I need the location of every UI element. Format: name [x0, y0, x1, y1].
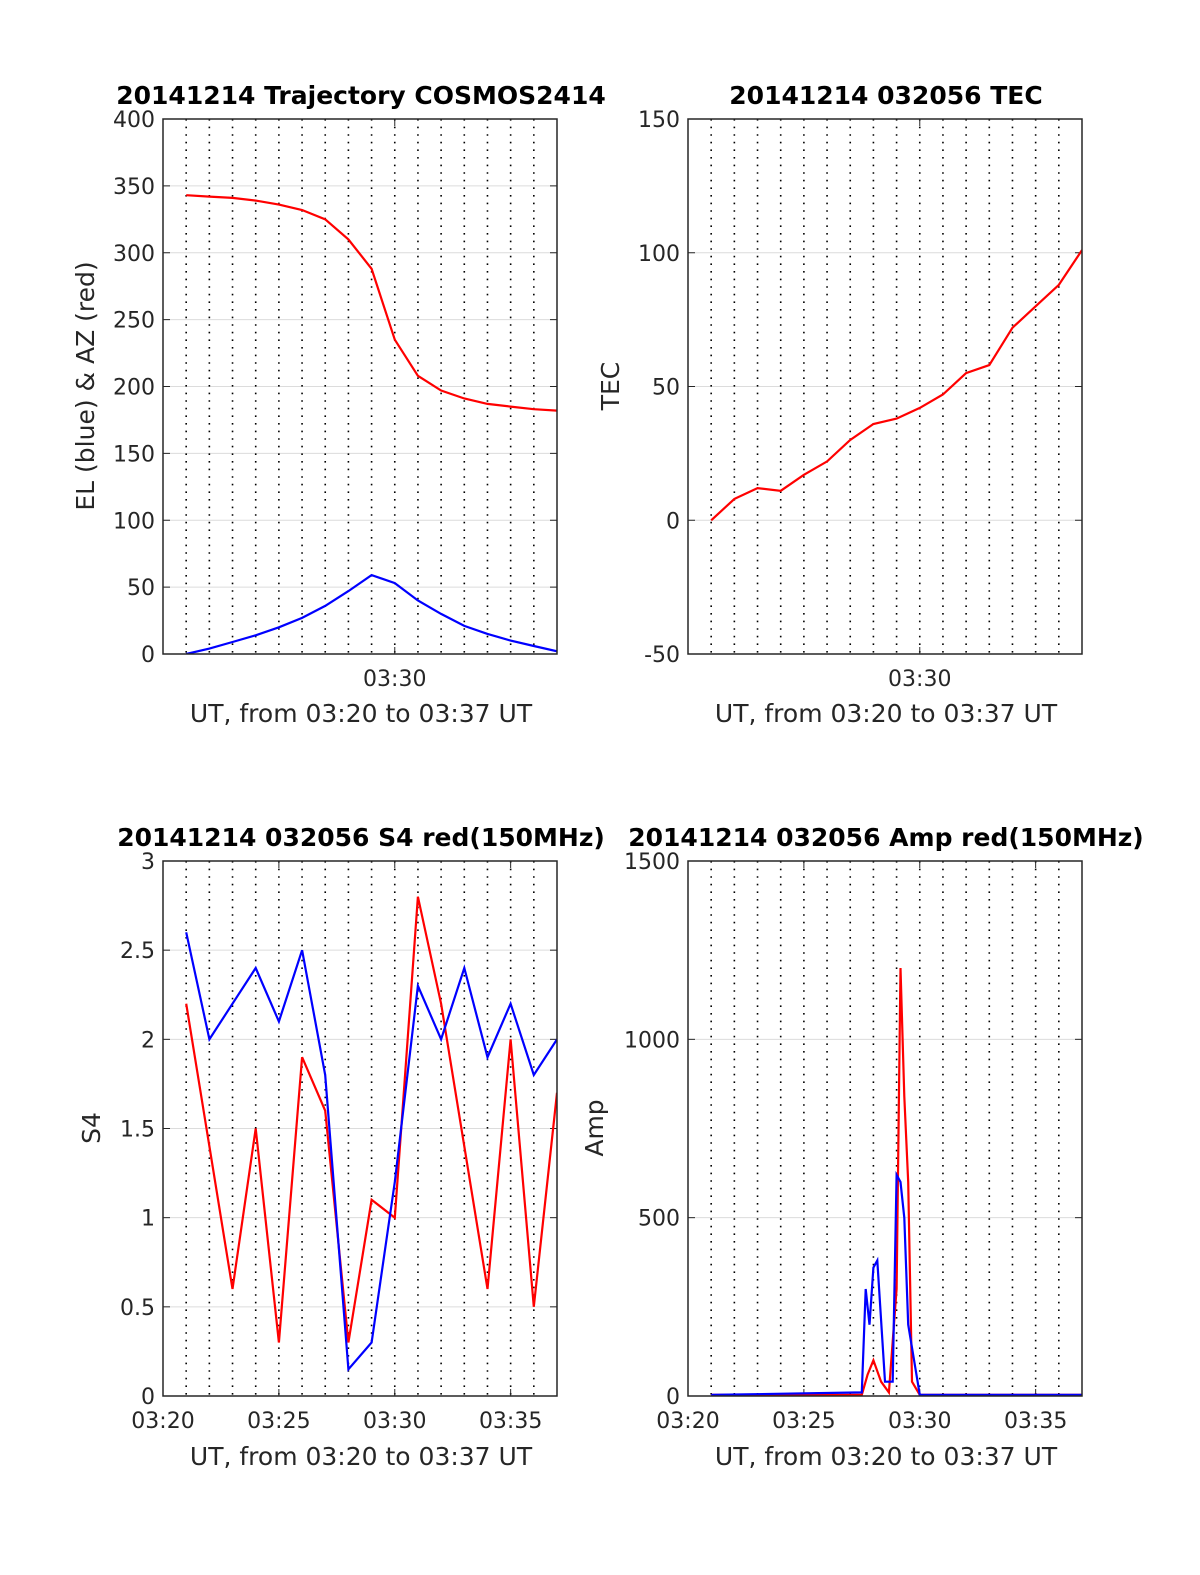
chart-title: 20141214 032056 Amp red(150MHz) — [628, 823, 1144, 852]
series-line-2 — [185, 932, 557, 1373]
y-tick-label: 0.5 — [120, 1296, 155, 1321]
y-tick-label: 0 — [141, 643, 155, 668]
chart-tec: 20141214 032056 TEC UT, from 03:20 to 03… — [596, 81, 1083, 728]
y-axis-label: Amp — [580, 1099, 609, 1156]
x-tick-label: 03:20 — [656, 1409, 719, 1434]
x-tick-label: 03:25 — [247, 1409, 310, 1434]
y-tick-label: 3 — [141, 850, 155, 875]
series-line-2 — [711, 1170, 1082, 1396]
y-tick-label: 2 — [141, 1028, 155, 1053]
y-tick-label: 350 — [113, 175, 155, 200]
y-tick-label: 200 — [113, 376, 155, 401]
y-tick-label: -50 — [644, 643, 680, 668]
y-tick-label: 300 — [113, 242, 155, 267]
y-tick-label: 250 — [113, 309, 155, 334]
series-line-1 — [185, 896, 557, 1343]
y-tick-label: 0 — [666, 509, 680, 534]
axes-frame — [687, 860, 1083, 1397]
chart-trajectory: 20141214 Trajectory COSMOS2414 UT, from … — [71, 81, 606, 728]
y-tick-label: 100 — [113, 509, 155, 534]
y-axis-label: EL (blue) & AZ (red) — [71, 261, 100, 510]
series-line-1 — [710, 249, 1082, 522]
y-axis-label: TEC — [596, 362, 625, 412]
axes-frame — [162, 118, 558, 655]
x-axis-label: UT, from 03:20 to 03:37 UT — [715, 699, 1058, 728]
x-tick-label: 03:20 — [131, 1409, 194, 1434]
x-tick-label: 03:30 — [363, 1409, 426, 1434]
x-tick-label: 03:25 — [772, 1409, 835, 1434]
y-tick-label: 150 — [638, 108, 680, 133]
y-tick-label: 1 — [141, 1207, 155, 1232]
y-tick-label: 0 — [666, 1385, 680, 1410]
y-tick-label: 400 — [113, 108, 155, 133]
chart-title: 20141214 Trajectory COSMOS2414 — [116, 81, 606, 110]
y-tick-label: 1.5 — [120, 1118, 155, 1143]
series-line-1 — [186, 194, 557, 412]
y-tick-label: 50 — [652, 376, 680, 401]
y-tick-label: 50 — [127, 576, 155, 601]
x-axis-label: UT, from 03:20 to 03:37 UT — [715, 1442, 1058, 1471]
series-line-2 — [185, 573, 557, 654]
series-line-1 — [711, 967, 1082, 1396]
y-tick-label: 1000 — [624, 1028, 680, 1053]
axes-frame — [162, 860, 558, 1397]
x-tick-label: 03:30 — [888, 667, 951, 692]
axes-frame — [687, 118, 1083, 655]
x-tick-label: 03:35 — [479, 1409, 542, 1434]
chart-title: 20141214 032056 TEC — [729, 81, 1042, 110]
y-tick-label: 2.5 — [120, 939, 155, 964]
y-tick-label: 1500 — [624, 850, 680, 875]
x-axis-label: UT, from 03:20 to 03:37 UT — [190, 1442, 533, 1471]
chart-amp: 20141214 032056 Amp red(150MHz) UT, from… — [580, 823, 1144, 1471]
x-axis-label: UT, from 03:20 to 03:37 UT — [190, 699, 533, 728]
x-tick-label: 03:30 — [888, 1409, 951, 1434]
y-tick-label: 100 — [638, 242, 680, 267]
y-axis-label: S4 — [77, 1112, 106, 1144]
y-tick-label: 0 — [141, 1385, 155, 1410]
y-tick-label: 150 — [113, 442, 155, 467]
chart-s4: 20141214 032056 S4 red(150MHz) UT, from … — [77, 823, 605, 1471]
x-tick-label: 03:30 — [363, 667, 426, 692]
chart-title: 20141214 032056 S4 red(150MHz) — [117, 823, 605, 852]
x-tick-label: 03:35 — [1004, 1409, 1067, 1434]
y-tick-label: 500 — [638, 1207, 680, 1232]
